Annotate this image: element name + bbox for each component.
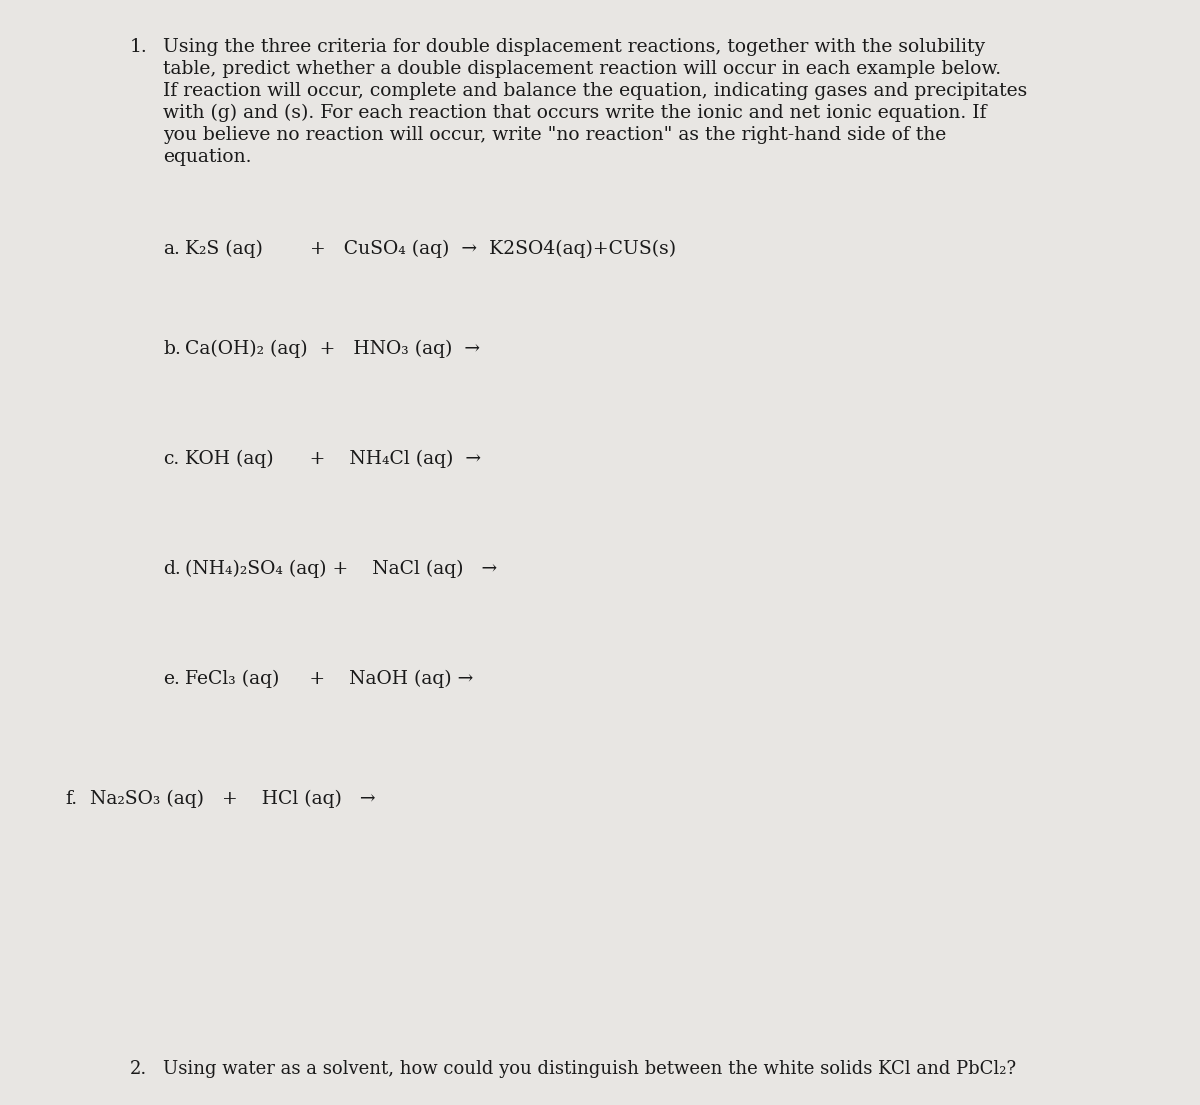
Text: a.: a. [163,240,180,257]
Text: Using water as a solvent, how could you distinguish between the white solids KCl: Using water as a solvent, how could you … [163,1060,1016,1078]
Text: b.: b. [163,340,181,358]
Text: e.: e. [163,670,180,688]
Text: +   CuSO₄ (aq)  →  K2SO4(aq)+CUS(s): + CuSO₄ (aq) → K2SO4(aq)+CUS(s) [310,240,676,259]
Text: 1.: 1. [130,38,148,56]
Text: with (g) and (s). For each reaction that occurs write the ionic and net ionic eq: with (g) and (s). For each reaction that… [163,104,986,123]
Text: K₂S (aq): K₂S (aq) [185,240,263,259]
Text: equation.: equation. [163,148,252,166]
Text: f.: f. [65,790,77,808]
Text: d.: d. [163,560,181,578]
Text: (NH₄)₂SO₄ (aq) +    NaCl (aq)   →: (NH₄)₂SO₄ (aq) + NaCl (aq) → [185,560,497,578]
Text: If reaction will occur, complete and balance the equation, indicating gases and : If reaction will occur, complete and bal… [163,82,1027,99]
Text: c.: c. [163,450,179,469]
Text: FeCl₃ (aq)     +    NaOH (aq) →: FeCl₃ (aq) + NaOH (aq) → [185,670,473,688]
Text: Na₂SO₃ (aq)   +    HCl (aq)   →: Na₂SO₃ (aq) + HCl (aq) → [90,790,376,808]
Text: KOH (aq)      +    NH₄Cl (aq)  →: KOH (aq) + NH₄Cl (aq) → [185,450,481,469]
Text: Ca(OH)₂ (aq)  +   HNO₃ (aq)  →: Ca(OH)₂ (aq) + HNO₃ (aq) → [185,340,480,358]
Text: you believe no reaction will occur, write "no reaction" as the right-hand side o: you believe no reaction will occur, writ… [163,126,947,144]
Text: Using the three criteria for double displacement reactions, together with the so: Using the three criteria for double disp… [163,38,985,56]
Text: 2.: 2. [130,1060,148,1078]
Text: table, predict whether a double displacement reaction will occur in each example: table, predict whether a double displace… [163,60,1001,78]
